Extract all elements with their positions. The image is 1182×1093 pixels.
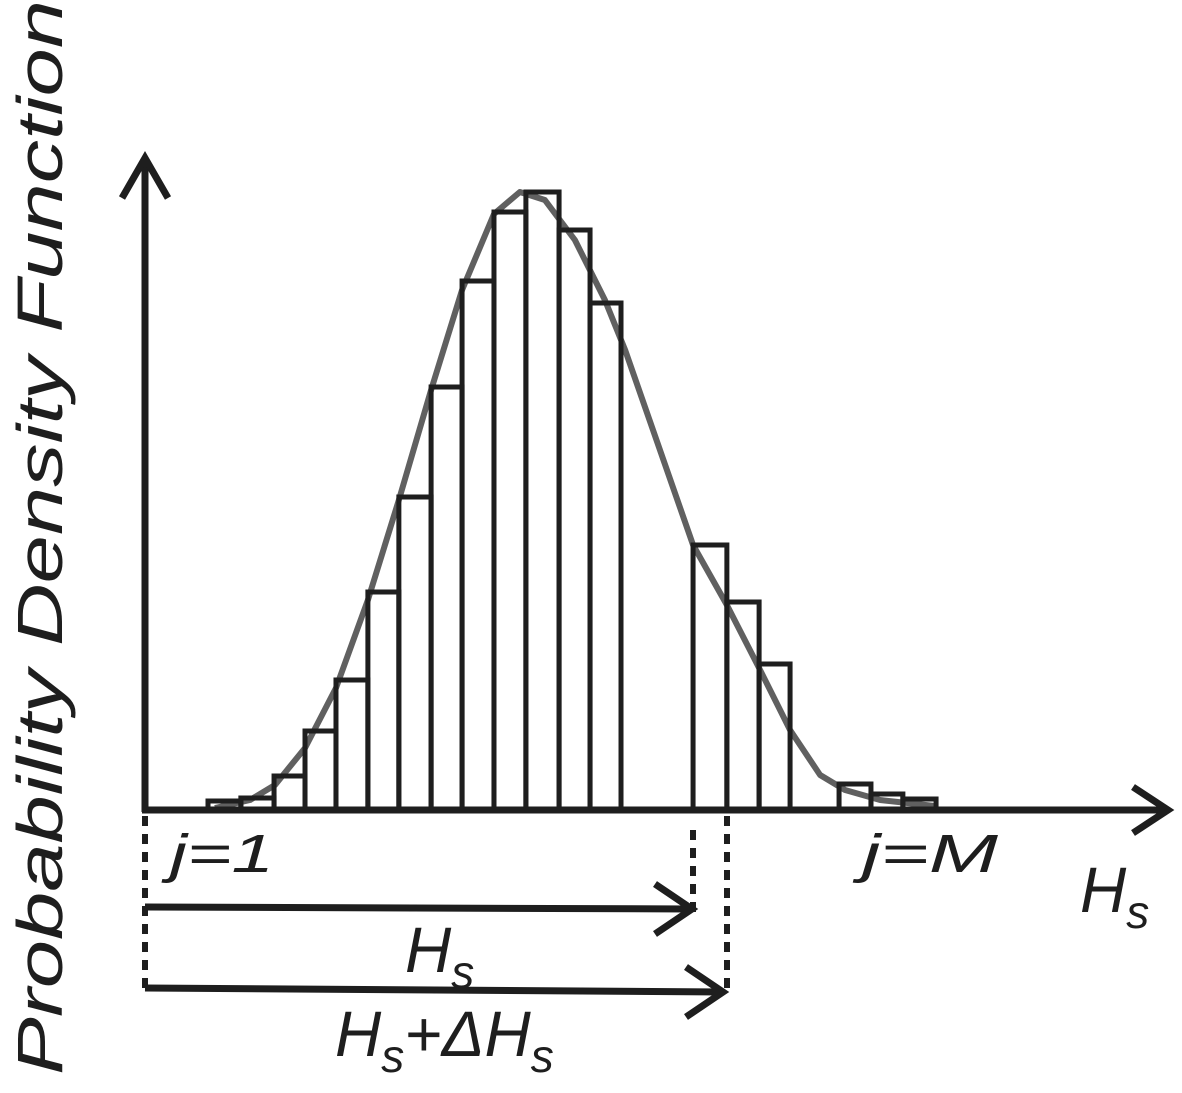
hs-plus-dhs-arrow	[144, 984, 724, 996]
hs-label-main: H	[405, 914, 452, 986]
x-axis-label: Hs	[1080, 854, 1149, 938]
hs-arrow-label: Hs	[405, 914, 474, 998]
histogram-bar-fill-5	[335, 680, 368, 810]
y-axis-label: Probability Density Function	[4, 0, 76, 1075]
histogram-bar-fill-8	[431, 387, 463, 810]
histogram-bars	[208, 192, 937, 810]
hs-plus-dhs-arrow-label: Hs+ΔHs	[335, 998, 554, 1082]
hs-plus-label-sub1: s	[381, 1030, 404, 1082]
histogram-bar-fill-11	[525, 192, 560, 810]
histogram-bar-fill-12	[559, 230, 591, 810]
hs-arrowhead	[653, 881, 699, 937]
histogram-bar-fill-9	[462, 281, 494, 810]
histogram-bar-fill-13	[590, 303, 622, 810]
histogram-bar-fill-7	[398, 497, 432, 810]
histogram-bar-fill-16	[759, 664, 791, 810]
hs-arrow	[144, 903, 693, 913]
y-axis-arrowhead	[118, 150, 172, 200]
histogram-bar-fill-14	[693, 545, 727, 810]
hs-plus-label-main: H	[335, 998, 382, 1070]
x-axis-label-main: H	[1080, 854, 1127, 926]
histogram-bar-fill-6	[367, 592, 399, 810]
bin-label-last: j=M	[851, 824, 998, 884]
hs-label-sub: s	[451, 946, 474, 998]
x-axis-label-sub: s	[1126, 886, 1149, 938]
hs-plus-label-sub2: s	[531, 1030, 554, 1082]
hs-plus-label-delta: +ΔH	[404, 998, 531, 1070]
hs-plus-dhs-arrowhead	[684, 964, 730, 1020]
histogram-bar-fill-10	[493, 212, 526, 810]
x-axis-arrowhead	[1131, 784, 1175, 836]
bin-label-first: j=1	[160, 824, 274, 884]
pdf-curve	[214, 189, 936, 811]
